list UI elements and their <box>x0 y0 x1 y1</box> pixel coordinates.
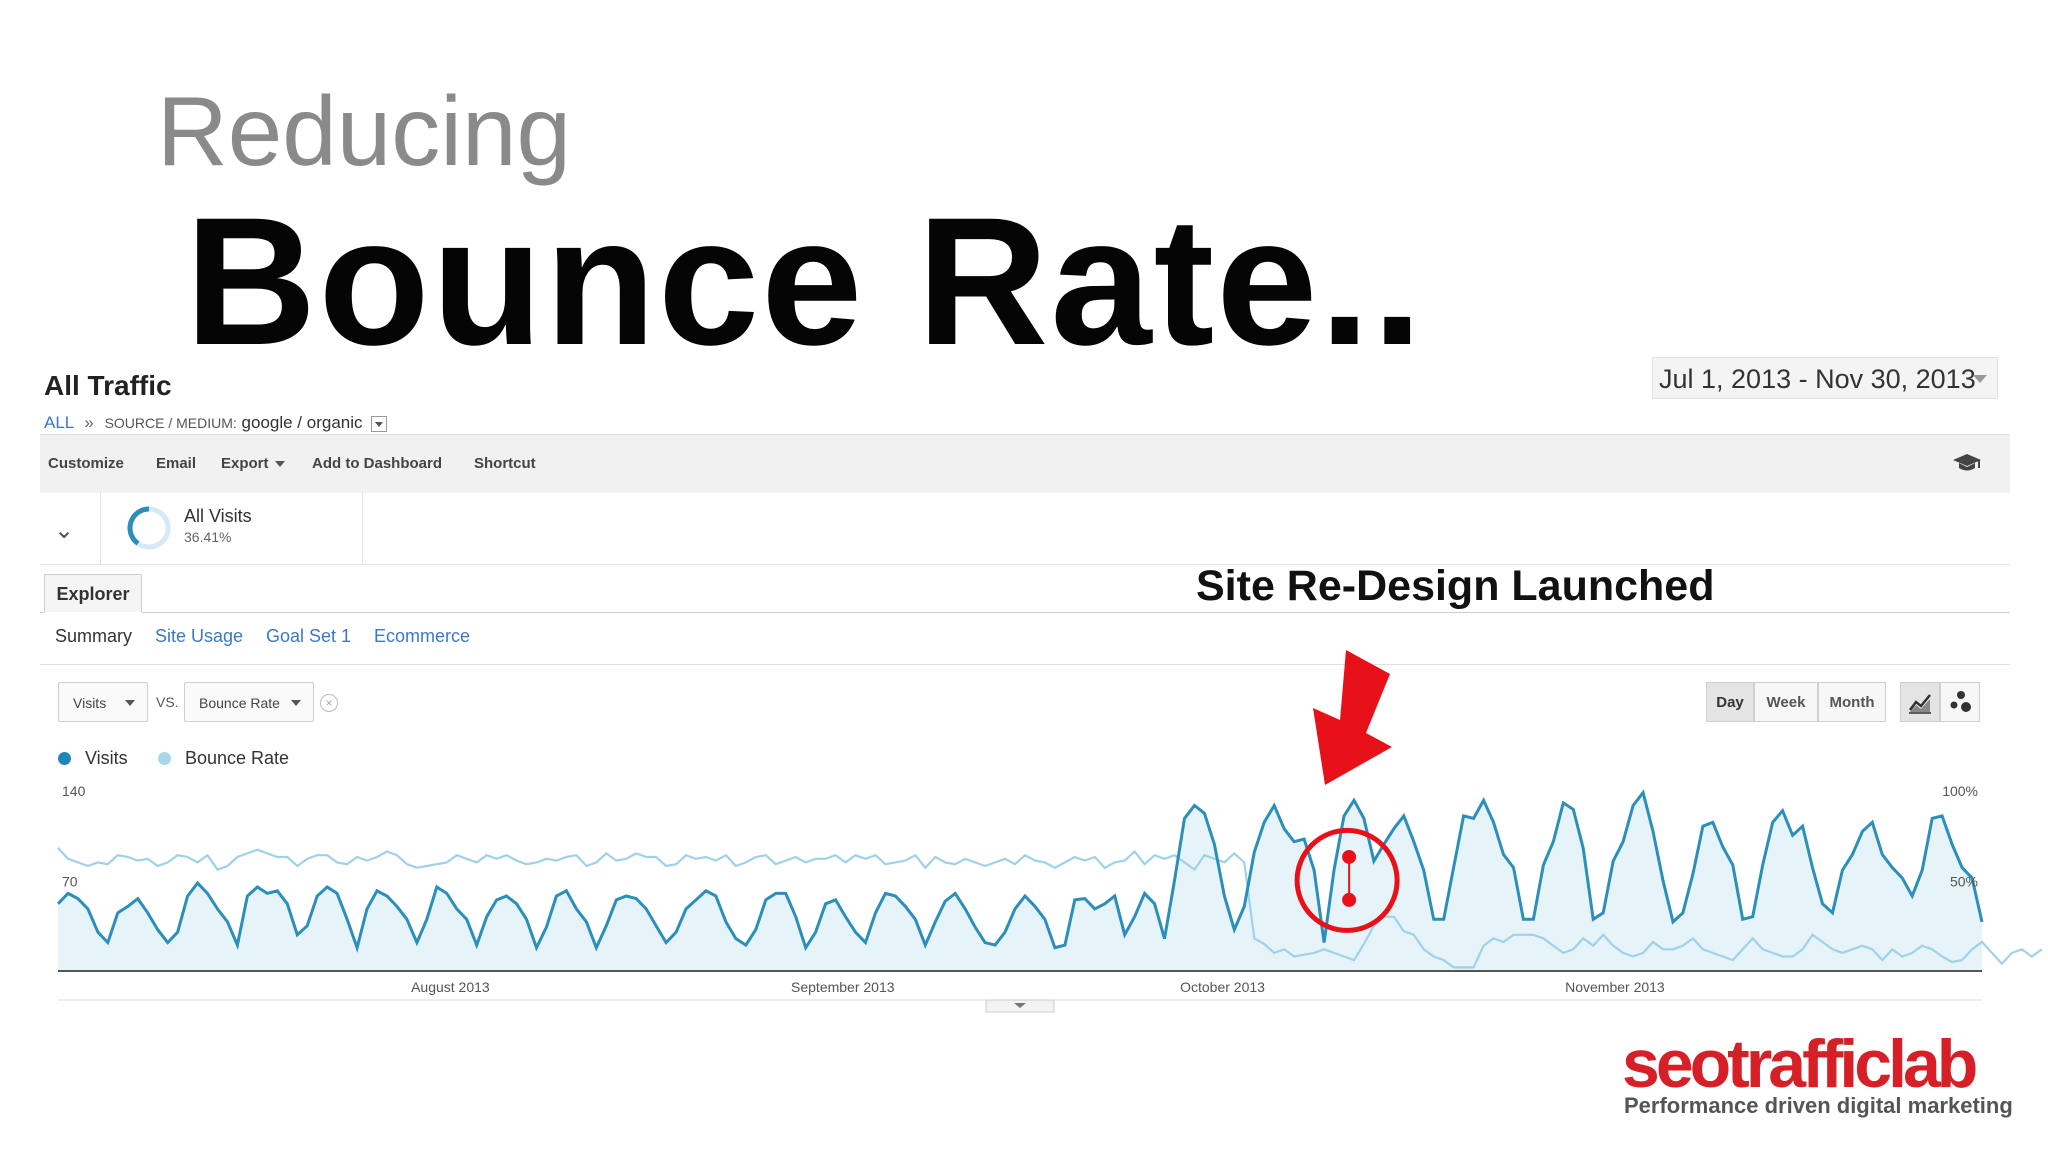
primary-metric-label: Visits <box>73 695 107 711</box>
bubble-chart-icon <box>1950 691 1971 712</box>
granularity-month-button[interactable]: Month <box>1818 682 1886 722</box>
chevron-down-icon <box>291 700 301 706</box>
breadcrumb-separator: » <box>84 413 94 432</box>
report-toolbar: Customize Email Export Add to Dashboard … <box>40 434 2010 493</box>
subtab-ecommerce[interactable]: Ecommerce <box>374 626 471 646</box>
email-button[interactable]: Email <box>156 455 197 472</box>
x-tick-label: November 2013 <box>1565 979 1665 995</box>
line-chart-mode-button[interactable] <box>1900 682 1940 722</box>
annotation-callout: Site Re-Design Launched <box>1196 562 1715 610</box>
chevron-down-icon[interactable]: ⌄ <box>54 517 75 544</box>
subtab-goal-set[interactable]: Goal Set 1 <box>266 626 352 646</box>
y-left-tick-label: 70 <box>62 874 78 890</box>
y-left-tick-label: 140 <box>62 783 86 799</box>
visits-area <box>58 792 1982 971</box>
highlight-circle <box>1294 827 1400 933</box>
legend-visits[interactable]: Visits <box>58 748 128 769</box>
granularity-day-button[interactable]: Day <box>1706 682 1754 722</box>
visits-dot-icon <box>58 752 71 765</box>
date-range-picker[interactable]: Jul 1, 2013 - Nov 30, 2013 <box>1652 357 1998 399</box>
x-tick-label: October 2013 <box>1180 979 1265 995</box>
segment-donut-icon <box>127 506 171 550</box>
legend-visits-label: Visits <box>85 748 128 768</box>
report-title: All Traffic <box>44 370 172 401</box>
visits-line <box>56 789 1984 953</box>
segment-bar: ⌄ All Visits 36.41% <box>40 492 2010 565</box>
legend-bounce[interactable]: Bounce Rate <box>158 748 289 769</box>
legend-bounce-label: Bounce Rate <box>185 748 290 768</box>
add-to-dashboard-button[interactable]: Add to Dashboard <box>312 455 442 472</box>
date-range-label: Jul 1, 2013 - Nov 30, 2013 <box>1659 364 1976 394</box>
subtab-site-usage[interactable]: Site Usage <box>155 626 244 646</box>
bounce-rate-line <box>57 847 2043 969</box>
y-right-tick-label: 100% <box>1942 783 1978 799</box>
breadcrumb-all-link[interactable]: ALL <box>44 413 74 432</box>
divider <box>362 492 363 564</box>
x-tick-label: September 2013 <box>791 979 895 995</box>
chevron-down-icon <box>125 700 135 706</box>
bounce-dot-icon <box>158 752 171 765</box>
seotrafficlab-logo: seotrafficlab <box>1622 1026 1978 1102</box>
x-tick-label: August 2013 <box>411 979 490 995</box>
tab-explorer[interactable]: Explorer <box>44 574 142 613</box>
motion-chart-mode-button[interactable] <box>1940 682 1980 722</box>
compare-metric-label: Bounce Rate <box>199 695 280 711</box>
segment-name[interactable]: All Visits <box>184 506 252 526</box>
tab-underline <box>40 612 2010 613</box>
subtab-summary[interactable]: Summary <box>55 626 133 646</box>
export-label: Export <box>221 455 269 472</box>
export-button[interactable]: Export <box>221 455 285 472</box>
line-chart-icon <box>1909 694 1931 714</box>
y-right-tick-label: 50% <box>1950 874 1978 890</box>
slide-subtitle: Reducing <box>157 76 572 186</box>
customize-button[interactable]: Customize <box>48 455 124 472</box>
breadcrumb: ALL » SOURCE / MEDIUM: google / organic <box>44 413 388 433</box>
chevron-down-icon <box>274 461 285 468</box>
primary-metric-select[interactable]: Visits <box>58 682 148 722</box>
divider <box>100 492 101 564</box>
chevron-down-icon <box>1014 1003 1026 1008</box>
breadcrumb-value: google / organic <box>241 413 363 432</box>
chevron-down-icon <box>1973 375 1987 383</box>
vs-label: VS. <box>156 694 179 710</box>
brand-tagline: Performance driven digital marketing <box>1624 1093 2013 1118</box>
shortcut-button[interactable]: Shortcut <box>474 455 536 472</box>
breadcrumb-dropdown-icon[interactable] <box>371 415 388 432</box>
segment-percent: 36.41% <box>184 529 232 545</box>
compare-metric-select[interactable]: Bounce Rate <box>184 682 314 722</box>
clear-compare-icon[interactable]: × <box>320 694 338 712</box>
slide-title: Bounce Rate.. <box>185 179 1425 383</box>
graduation-cap-icon[interactable] <box>1952 452 1982 474</box>
arrow-icon <box>1313 650 1392 785</box>
breadcrumb-dimension: SOURCE / MEDIUM: <box>104 415 237 431</box>
divider <box>40 664 2010 665</box>
granularity-week-button[interactable]: Week <box>1754 682 1818 722</box>
